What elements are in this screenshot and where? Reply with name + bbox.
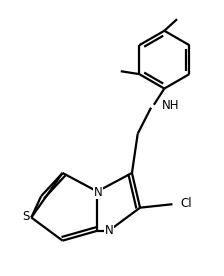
Text: Cl: Cl (181, 197, 192, 209)
Text: NH: NH (162, 99, 179, 112)
Text: N: N (104, 224, 113, 237)
Text: S: S (22, 210, 29, 223)
Text: N: N (94, 185, 103, 198)
